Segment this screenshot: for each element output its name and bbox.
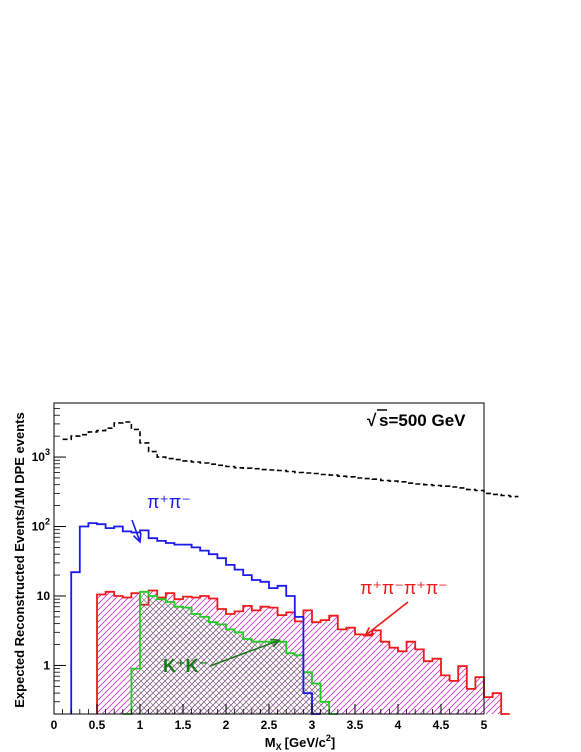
y-tick-label: 10: [37, 589, 51, 603]
series-all: [62, 421, 519, 498]
x-tick-label: 5: [481, 718, 488, 732]
x-tick-label: 1.5: [175, 718, 192, 732]
label-pipi-text: π⁺π⁻: [147, 492, 191, 512]
x-axis-title: MX [GeV/c2]: [265, 733, 335, 752]
label-kk-arrowhead: [270, 638, 282, 648]
y-tick-label: 102: [32, 517, 50, 534]
label-kk: K⁺K⁻: [163, 638, 282, 676]
series-layer: [62, 421, 519, 715]
y-axis-title: Expected Reconstructed Events/1M DPE eve…: [12, 412, 27, 708]
series-pipi-line: [70, 522, 321, 715]
x-tick-label: 4: [395, 718, 402, 732]
label-pipipipi-arrowhead: [363, 627, 375, 637]
x-axis-title-unit-close: ]: [331, 735, 335, 750]
x-tick-label: 3: [309, 718, 316, 732]
x-tick-label: 1: [137, 718, 144, 732]
axes-layer: 0 0.5 1 1.5 2 2.5 3 3.5 4 4.5 5 1 10 102 103: [32, 402, 488, 732]
label-kk-arrow: [209, 639, 280, 667]
x-axis-title-sub: X: [276, 742, 282, 752]
x-tick-label: 0: [51, 718, 58, 732]
label-pipi-arrow: [131, 519, 141, 543]
x-tick-label: 0.5: [89, 718, 106, 732]
label-pipi-arrowhead: [132, 532, 142, 544]
label-kk-text: K⁺K⁻: [163, 656, 208, 676]
x-tick-label: 4.5: [433, 718, 450, 732]
x-axis-title-unit: [GeV/c: [285, 735, 326, 750]
label-pipi: π⁺π⁻: [131, 492, 191, 544]
series-kk-fill: [122, 591, 338, 714]
x-tick-label: 3.5: [347, 718, 364, 732]
y-tick-label: 1: [43, 658, 50, 672]
x-tick-label: 2.5: [261, 718, 278, 732]
energy-text: s=500 GeV: [379, 411, 466, 430]
label-pipipipi-text: π⁺π⁻π⁺π⁻: [360, 578, 448, 598]
series-pipi: [70, 522, 321, 715]
y-tick-label: 103: [32, 447, 50, 464]
labels-layer: π⁺π⁻π⁺π⁻π⁺π⁻K⁺K⁻: [131, 492, 448, 676]
energy-annotation: √ s=500 GeV: [367, 409, 466, 430]
label-pipipipi: π⁺π⁻π⁺π⁻: [360, 578, 448, 637]
label-pipipipi-arrow: [364, 601, 409, 637]
x-tick-label: 2: [223, 718, 230, 732]
sqrt-symbol: √: [367, 411, 377, 430]
x-axis-title-unit-exp: 2: [326, 733, 331, 743]
x-axis-title-main: M: [265, 735, 276, 750]
series-all-line: [62, 421, 519, 498]
